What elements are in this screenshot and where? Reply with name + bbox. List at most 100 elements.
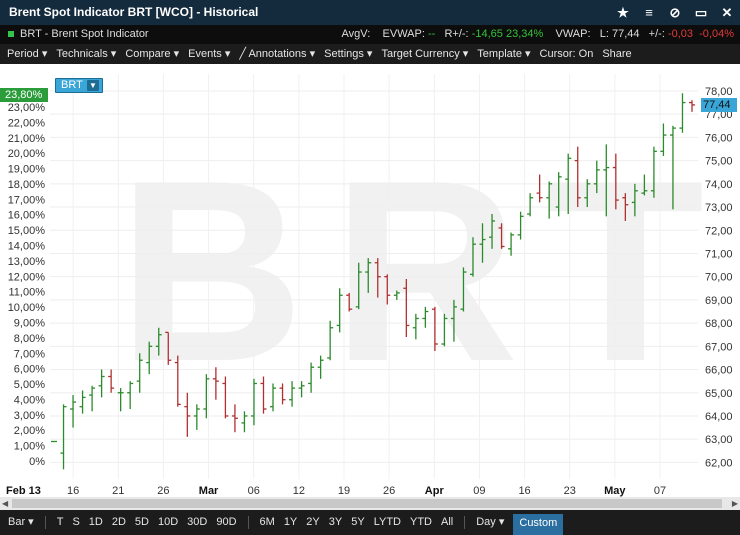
left-axis-tick-label: 17,00% — [8, 194, 46, 206]
range-5y[interactable]: 5Y — [351, 516, 365, 528]
range-6m[interactable]: 6M — [259, 516, 275, 528]
evwap-value: -- — [427, 28, 436, 40]
range-3y[interactable]: 3Y — [328, 516, 343, 528]
menu-icon[interactable]: ≡ — [645, 5, 653, 20]
menu-cursor[interactable]: Cursor: On — [539, 48, 594, 60]
range-all[interactable]: All — [441, 516, 454, 528]
range-90d[interactable]: 90D — [216, 516, 237, 528]
range-5d[interactable]: 5D — [134, 516, 149, 528]
x-axis-tick-label: 16 — [67, 485, 79, 497]
menu-events[interactable]: Events ▾ — [188, 48, 231, 60]
left-axis-tick-label: 0% — [29, 456, 45, 468]
symbol-label: BRT - Brent Spot Indicator — [20, 28, 149, 40]
left-axis-tick-label: 9,00% — [14, 317, 45, 329]
range-ytd[interactable]: YTD — [410, 516, 432, 528]
last-value: 77,44 — [611, 28, 640, 40]
menu-template-label: Template — [477, 48, 522, 60]
menu-period[interactable]: Period ▾ — [7, 48, 48, 60]
right-axis-tick-label: 78,00 — [705, 86, 733, 98]
range-s[interactable]: S — [72, 516, 80, 528]
left-axis-tick-label: 3,00% — [14, 410, 45, 422]
left-axis-tick-label: 19,00% — [8, 164, 46, 176]
separator — [464, 516, 466, 529]
interval-select[interactable]: Day ▾ — [476, 516, 505, 528]
scroll-left-icon[interactable]: ◀ — [2, 499, 9, 508]
unlink-icon[interactable]: ⊘ — [669, 5, 681, 20]
right-axis-tick-label: 63,00 — [705, 434, 733, 446]
range-1y[interactable]: 1Y — [283, 516, 298, 528]
x-axis-tick-label: May — [604, 485, 626, 497]
left-axis-tick-label: 15,00% — [8, 225, 46, 237]
pencil-line-icon: ╱ — [239, 48, 246, 60]
chart-type-label: Bar — [8, 516, 26, 528]
rchg-label: R+/-: — [444, 28, 469, 40]
price-chart[interactable]: 62,00 63,00 64,00 65,00 66,00 67,00 68,00 69,00… — [0, 64, 740, 497]
chart-menu: Period ▾ Technicals ▾ Compare ▾ Events ▾… — [0, 44, 740, 64]
range-10d[interactable]: 10D — [157, 516, 179, 528]
star-icon[interactable]: ★ — [617, 5, 629, 20]
left-axis-tick-label: 20,00% — [8, 148, 46, 160]
menu-technicals-label: Technicals — [56, 48, 108, 60]
left-axis-tick-label: 16,00% — [8, 210, 46, 222]
range-lytd[interactable]: LYTD — [373, 516, 401, 528]
menu-events-label: Events — [188, 48, 222, 60]
evwap-label: EVWAP: — [382, 28, 425, 40]
x-axis-tick-label: 26 — [383, 485, 395, 497]
menu-technicals[interactable]: Technicals ▾ — [56, 48, 117, 60]
chevron-down-icon: ▼ — [87, 80, 99, 91]
left-axis-tick-label: 6,00% — [14, 364, 45, 376]
right-axis-tick-label: 72,00 — [705, 225, 733, 237]
left-axis-tick-label: 8,00% — [14, 333, 45, 345]
horizontal-scrollbar[interactable]: ◀ ▶ — [0, 497, 740, 510]
menu-target-currency[interactable]: Target Currency ▾ — [381, 48, 469, 60]
menu-settings[interactable]: Settings ▾ — [324, 48, 373, 60]
x-axis-tick-label: 26 — [157, 485, 169, 497]
range-2d[interactable]: 2D — [111, 516, 126, 528]
separator — [44, 516, 46, 529]
right-axis-tick-label: 71,00 — [705, 248, 733, 260]
quote-stats: AvgV: EVWAP: -- R+/-: -14,65 23,34% VWAP… — [342, 25, 734, 44]
minimize-icon[interactable]: ▭ — [694, 5, 708, 20]
range-2y[interactable]: 2Y — [306, 516, 320, 528]
avgv-label: AvgV: — [341, 28, 371, 40]
series-badge[interactable]: BRT ▼ — [55, 78, 103, 93]
right-axis-tick-label: 75,00 — [705, 156, 733, 168]
x-axis-tick-label: Feb 13 — [6, 485, 41, 497]
left-axis-tick-label: 7,00% — [14, 348, 45, 360]
chart-area[interactable]: BRT 62,00 63,00 64,00 65,00 66,00 67,00 68,00 6… — [0, 64, 740, 497]
vwap-label: VWAP: — [555, 28, 591, 40]
left-axis-tick-label: 1,00% — [14, 441, 45, 453]
x-axis-tick-label: 06 — [248, 485, 260, 497]
separator — [247, 516, 249, 529]
chart-type-select[interactable]: Bar ▾ — [8, 516, 34, 528]
close-icon[interactable]: ✕ — [721, 5, 733, 20]
range-1d[interactable]: 1D — [88, 516, 103, 528]
chg-value: -0,03 — [667, 28, 694, 40]
menu-compare[interactable]: Compare ▾ — [125, 48, 180, 60]
right-axis-tick-label: 67,00 — [705, 341, 733, 353]
menu-share[interactable]: Share — [602, 48, 632, 60]
menu-template[interactable]: Template ▾ — [477, 48, 531, 60]
range-custom[interactable]: Custom — [513, 514, 564, 535]
right-axis-tick-label: 74,00 — [705, 179, 733, 191]
scroll-right-icon[interactable]: ▶ — [731, 499, 738, 508]
range-t[interactable]: T — [56, 516, 64, 528]
right-axis-tick-label: 76,00 — [705, 132, 733, 144]
menu-period-label: Period — [7, 48, 39, 60]
left-axis-tick-label: 2,00% — [14, 425, 45, 437]
x-axis-tick-label: 16 — [518, 485, 530, 497]
scroll-thumb[interactable] — [12, 499, 722, 508]
menu-annotations[interactable]: ╱ Annotations ▾ — [239, 48, 316, 60]
window-controls: ★ ≡ ⊘ ▭ ✕ — [616, 0, 734, 25]
interval-label: Day — [476, 516, 496, 528]
left-axis-tick-label: 21,00% — [8, 133, 46, 145]
x-axis-tick-label: 09 — [473, 485, 485, 497]
right-axis-tick-label: 66,00 — [705, 365, 733, 377]
x-axis-tick-label: 19 — [338, 485, 350, 497]
series-badge-label: BRT — [61, 79, 83, 91]
left-axis-tick-label: 13,00% — [8, 256, 46, 268]
x-axis-tick-label: Apr — [425, 485, 445, 497]
menu-annotations-label: Annotations — [248, 48, 307, 60]
range-30d[interactable]: 30D — [187, 516, 208, 528]
